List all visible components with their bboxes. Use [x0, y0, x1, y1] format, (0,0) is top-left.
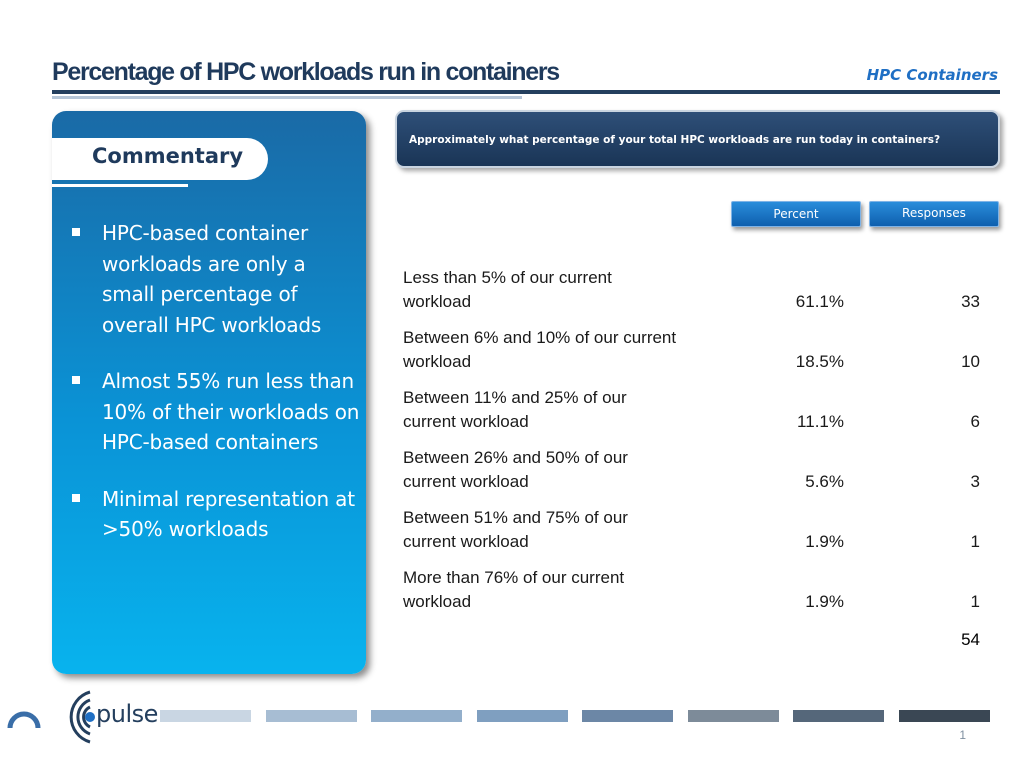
row-responses: 33 — [961, 292, 980, 311]
row-label-line: workload — [403, 352, 472, 371]
footer-color-bar — [160, 710, 251, 722]
row-percent: 61.1% — [795, 292, 844, 311]
total-responses: 54 — [961, 630, 980, 649]
square-bullet-icon — [72, 493, 80, 502]
table-row: Less than 5% of our current workload 61.… — [403, 266, 983, 316]
row-label-line: Between 26% and 50% of our — [403, 448, 628, 467]
commentary-bullet: HPC-based container workloads are only a… — [70, 218, 360, 340]
footer-color-bar — [898, 710, 990, 722]
pulse-logo-text: pulse — [96, 700, 158, 728]
table-row: Between 26% and 50% of our current workl… — [403, 446, 983, 496]
row-label-line: Between 11% and 25% of our — [403, 388, 627, 407]
commentary-panel — [52, 111, 366, 674]
square-bullet-icon — [72, 376, 80, 384]
footer-color-bar — [371, 710, 462, 722]
row-label: Between 11% and 25% of our current workl… — [403, 386, 743, 434]
header-rule-accent — [52, 96, 522, 99]
row-label-line: Between 51% and 75% of our — [403, 508, 628, 527]
question-box: Approximately what percentage of your to… — [395, 110, 1000, 168]
row-label-line: workload — [403, 592, 472, 611]
row-responses: 3 — [970, 472, 980, 491]
row-responses: 6 — [970, 412, 980, 431]
row-label: Between 26% and 50% of our current workl… — [403, 446, 743, 494]
page-number: 1 — [959, 728, 966, 742]
row-responses: 10 — [961, 352, 980, 371]
commentary-bullet: Minimal representation at >50% workloads — [70, 484, 360, 545]
row-label: Less than 5% of our current workload — [403, 266, 743, 314]
section-label: HPC Containers — [866, 66, 998, 84]
column-header-percent: Percent — [731, 201, 861, 227]
bullet-text: Minimal representation at >50% workloads — [102, 486, 355, 542]
bullet-text: HPC-based container workloads are only a… — [102, 221, 322, 337]
commentary-heading: Commentary — [92, 144, 244, 168]
commentary-underline — [52, 184, 188, 187]
row-label-line: current workload — [403, 532, 529, 551]
row-percent: 1.9% — [805, 532, 844, 551]
table-row: Between 6% and 10% of our current worklo… — [403, 326, 983, 376]
row-responses: 1 — [970, 532, 980, 551]
commentary-bullets: HPC-based container workloads are only a… — [70, 218, 360, 571]
table-row: More than 76% of our current workload 1.… — [403, 566, 983, 616]
footer-color-bar — [687, 710, 779, 722]
row-label-line: More than 76% of our current — [403, 568, 625, 587]
row-percent: 5.6% — [805, 472, 844, 491]
row-label-line: Between 6% and 10% of our current — [403, 328, 677, 347]
pulse-logo-icon — [69, 690, 95, 744]
commentary-tab — [52, 138, 268, 180]
partial-logo-icon — [7, 711, 41, 729]
row-percent: 11.1% — [797, 412, 844, 431]
page-title: Percentage of HPC workloads run in conta… — [52, 58, 560, 86]
row-label: Between 51% and 75% of our current workl… — [403, 506, 743, 554]
row-label-line: current workload — [403, 412, 529, 431]
column-header-responses: Responses — [869, 201, 999, 227]
row-label: Between 6% and 10% of our current worklo… — [403, 326, 743, 374]
row-label-line: Less than 5% of our current — [403, 268, 612, 287]
question-text: Approximately what percentage of your to… — [409, 134, 941, 146]
square-bullet-icon — [72, 228, 80, 236]
table-row: Between 51% and 75% of our current workl… — [403, 506, 983, 556]
table-row: Between 11% and 25% of our current workl… — [403, 386, 983, 436]
footer-color-bar — [793, 710, 884, 722]
row-percent: 1.9% — [805, 592, 844, 611]
commentary-bullet: Almost 55% run less than 10% of their wo… — [70, 366, 360, 458]
row-responses: 1 — [970, 592, 980, 611]
bullet-text: Almost 55% run less than 10% of their wo… — [102, 369, 360, 454]
footer-color-bar — [265, 710, 357, 722]
row-label: More than 76% of our current workload — [403, 566, 743, 614]
footer-color-bar — [582, 710, 673, 722]
header-rule — [52, 90, 1000, 94]
row-percent: 18.5% — [795, 352, 844, 371]
row-label-line: workload — [403, 292, 472, 311]
footer-color-bar — [476, 710, 568, 722]
row-label-line: current workload — [403, 472, 529, 491]
